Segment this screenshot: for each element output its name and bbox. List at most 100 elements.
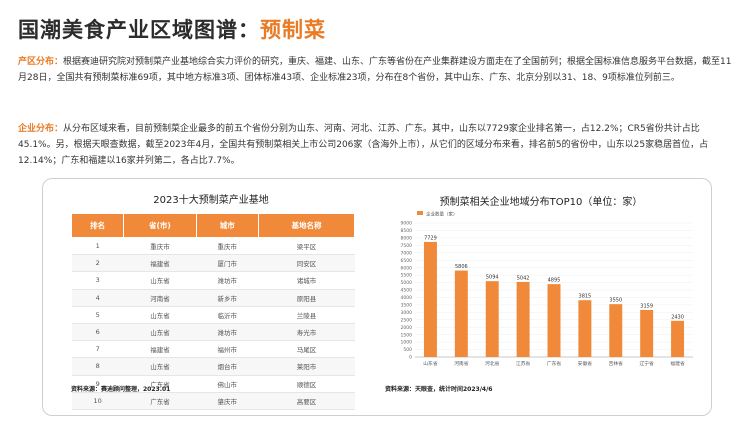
bar [454, 270, 468, 357]
table-row: 2 福建省 厦门市 同安区 [71, 254, 355, 273]
y-tick-label: 7000 [401, 250, 413, 256]
table-cell: 6 [71, 323, 124, 342]
table-cell: 河南省 [123, 289, 197, 307]
table-cell: 8 [71, 357, 124, 376]
x-tick-label: 山东省 [423, 360, 438, 367]
x-tick-label: 广东省 [547, 360, 562, 367]
y-tick-label: 4500 [401, 288, 413, 294]
table-header-row: 排名 省(市) 城市 基地名称 [70, 213, 355, 238]
table-row: 1 重庆市 重庆市 梁平区 [71, 237, 355, 256]
table-row: 8 山东省 烟台市 莱阳市 [71, 357, 355, 376]
table-cell: 福建省 [123, 254, 197, 273]
legend-label: 企业数量（家） [426, 211, 458, 218]
data-label: 4895 [548, 278, 561, 284]
table-cell: 诸城市 [258, 271, 355, 290]
table-row: 7 福建省 福州市 马尾区 [71, 340, 355, 359]
y-tick-label: 7500 [401, 243, 413, 249]
content-panel: 2023十大预制菜产业基地 排名 省(市) 城市 基地名称 1 重庆市 重庆市 梁平区… [42, 178, 712, 416]
table-cell: 7 [71, 340, 124, 359]
y-tick-label: 500 [403, 347, 412, 353]
data-label: 2430 [671, 314, 684, 320]
table-header-cell: 城市 [195, 213, 260, 238]
table-row: 6 山东省 潍坊市 寿光市 [71, 323, 355, 342]
table-source-note: 资料来源：赛迪顾问整理，2023.01 [71, 386, 171, 393]
table-cell: 山东省 [123, 271, 197, 290]
table-cell: 9 [71, 375, 124, 393]
table-cell: 5 [71, 306, 124, 324]
enterprise-distribution-text: 从分布区域来看，目前预制菜企业最多的前五个省份分别为山东、河南、河北、江苏、广东… [18, 124, 709, 166]
table-cell: 梁平区 [258, 237, 355, 256]
table-cell: 兰陵县 [258, 306, 355, 324]
y-tick-label: 0 [409, 355, 412, 361]
y-tick-label: 3000 [401, 310, 413, 316]
table-row: 3 山东省 潍坊市 诸城市 [71, 271, 355, 290]
table-cell: 重庆市 [196, 237, 259, 256]
bar [578, 300, 592, 357]
table-cell: 4 [71, 289, 124, 307]
table-row: 5 山东省 临沂市 兰陵县 [71, 306, 355, 324]
table-title: 2023十大预制菜产业基地 [153, 195, 269, 206]
y-tick-label: 5500 [401, 273, 413, 279]
enterprise-distribution-paragraph: 企业分布：从分布区域来看，目前预制菜企业最多的前五个省份分别为山东、河南、河北、… [18, 121, 733, 169]
data-label: 3815 [579, 294, 592, 300]
table-cell: 寿光市 [258, 323, 355, 342]
table-cell: 潍坊市 [196, 271, 259, 290]
table-cell: 2 [71, 254, 124, 273]
data-label: 3550 [609, 298, 622, 304]
table-cell: 马尾区 [258, 340, 355, 359]
chart-source-note: 资料来源：天眼查，统计时间2023/4/6 [385, 386, 493, 393]
y-tick-label: 8000 [401, 235, 413, 241]
data-label: 7729 [424, 235, 437, 241]
table-header-cell: 省(市) [123, 213, 197, 238]
table-cell: 肇庆市 [196, 392, 259, 410]
y-tick-label: 8500 [401, 228, 413, 234]
page-title-accent: 预制菜 [260, 18, 326, 42]
production-area-label: 产区分布： [18, 57, 64, 67]
table-cell: 3 [71, 271, 124, 290]
table-cell: 重庆市 [123, 237, 197, 256]
y-tick-label: 3500 [401, 302, 413, 308]
y-tick-label: 6500 [401, 258, 413, 264]
table-cell: 广东省 [123, 375, 197, 393]
table-cell: 广东省 [123, 392, 197, 410]
y-tick-label: 4000 [401, 295, 413, 301]
y-tick-label: 1000 [401, 340, 413, 346]
bar [423, 241, 437, 357]
table-cell: 山东省 [123, 306, 197, 324]
data-label: 5806 [455, 264, 468, 270]
table-cell: 新乡市 [196, 289, 259, 307]
y-tick-label: 5000 [401, 280, 413, 286]
data-label: 5094 [486, 275, 499, 281]
table-row: 9 广东省 佛山市 顺德区 [71, 375, 355, 393]
table-cell: 顺德区 [258, 375, 355, 393]
x-tick-label: 辽宁省 [639, 360, 654, 367]
production-area-paragraph: 产区分布：根据赛迪研究院对预制菜产业基地综合实力评价的研究，重庆、福建、山东、广… [18, 54, 733, 86]
table-cell: 同安区 [258, 254, 355, 273]
y-tick-label: 6000 [401, 265, 413, 271]
x-tick-label: 吉林省 [609, 360, 624, 367]
table-cell: 厦门市 [196, 254, 259, 273]
x-tick-label: 河北省 [485, 360, 500, 367]
table-cell: 福建省 [123, 340, 197, 359]
table-row: 10 广东省 肇庆市 高要区 [71, 392, 355, 410]
table-cell: 烟台市 [196, 357, 259, 376]
x-tick-label: 福建省 [670, 360, 685, 367]
y-tick-label: 2500 [401, 317, 413, 323]
y-tick-label: 9000 [401, 221, 413, 227]
page-title: 国潮美食产业区域图谱：预制菜 [18, 14, 326, 44]
x-tick-label: 安徽省 [578, 360, 593, 367]
data-label: 3159 [640, 303, 653, 309]
bar [640, 309, 654, 357]
bar [609, 304, 623, 357]
table-cell: 福州市 [196, 340, 259, 359]
production-area-text: 根据赛迪研究院对预制菜产业基地综合实力评价的研究，重庆、福建、山东、广东等省份在… [18, 57, 732, 83]
table-cell: 原阳县 [258, 289, 355, 307]
x-tick-label: 河南省 [454, 360, 469, 367]
table-cell: 高要区 [258, 392, 355, 410]
legend-swatch [417, 211, 423, 215]
enterprise-distribution-label: 企业分布： [18, 124, 64, 134]
table-row: 4 河南省 新乡市 原阳县 [71, 289, 355, 307]
chart-title: 预制菜相关企业地域分布TOP10（单位：家） [439, 197, 643, 208]
table-cell: 佛山市 [196, 375, 259, 393]
